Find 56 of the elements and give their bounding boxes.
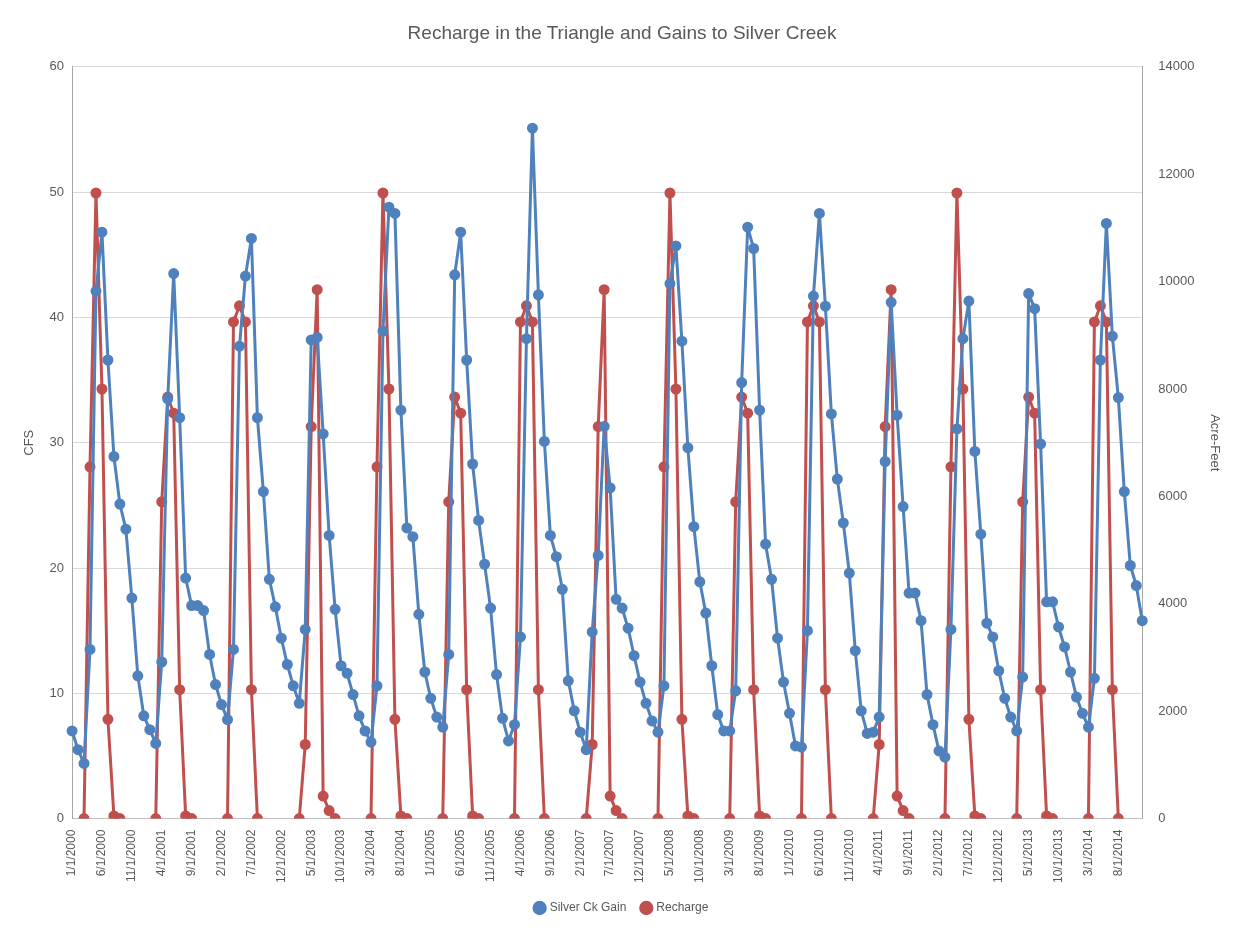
x-tick-label: 11/1/2000 xyxy=(124,829,139,883)
x-tick-label: 3/1/2014 xyxy=(1080,829,1095,877)
x-tick-label: 3/1/2004 xyxy=(363,829,378,877)
x-tick-label: 10/1/2008 xyxy=(692,829,707,884)
chart-title: Recharge in the Triangle and Gains to Silver Creek xyxy=(407,21,837,43)
x-tick-label: 3/1/2009 xyxy=(722,829,737,877)
x-tick-label: 6/1/2005 xyxy=(452,829,467,877)
x-tick-label: 9/1/2006 xyxy=(542,829,557,877)
y2-tick-label: 4000 xyxy=(1158,595,1188,611)
x-tick-label: 8/1/2014 xyxy=(1110,829,1125,877)
x-tick-label: 2/1/2007 xyxy=(572,829,587,877)
x-tick-label: 1/1/2000 xyxy=(64,829,79,877)
x-tick-label: 12/1/2012 xyxy=(991,829,1006,884)
x-tick-label: 7/1/2002 xyxy=(243,829,258,877)
x-tick-label: 1/1/2005 xyxy=(423,829,438,877)
y-tick-label: 0 xyxy=(56,810,65,826)
y-axis-title: CFS xyxy=(21,429,37,456)
x-tick-label: 11/1/2010 xyxy=(841,829,856,883)
x-tick-label: 2/1/2002 xyxy=(213,829,228,877)
x-tick-label: 1/1/2010 xyxy=(781,829,796,877)
y2-tick-label: 0 xyxy=(1158,810,1166,826)
x-tick-label: 12/1/2007 xyxy=(632,829,647,884)
x-tick-label: 12/1/2002 xyxy=(273,829,288,884)
legend-label: Recharge xyxy=(656,900,709,915)
x-tick-label: 7/1/2007 xyxy=(602,829,617,877)
x-tick-label: 8/1/2004 xyxy=(393,829,408,877)
x-tick-label: 6/1/2010 xyxy=(811,829,826,877)
y-tick-label: 50 xyxy=(49,183,65,199)
x-tick-label: 5/1/2008 xyxy=(662,829,677,877)
x-tick-label: 6/1/2000 xyxy=(94,829,109,877)
y2-tick-label: 12000 xyxy=(1158,165,1195,181)
y-tick-label: 60 xyxy=(49,58,65,74)
y2-axis-title: Acre-Feet xyxy=(1207,414,1223,472)
x-tick-label: 11/1/2005 xyxy=(482,829,497,883)
x-tick-label: 4/1/2001 xyxy=(154,829,169,877)
x-tick-label: 2/1/2012 xyxy=(931,829,946,877)
x-tick-label: 4/1/2006 xyxy=(512,829,527,877)
y-tick-label: 10 xyxy=(49,684,65,700)
legend-label: Silver Ck Gain xyxy=(549,900,627,915)
x-tick-label: 9/1/2011 xyxy=(901,829,916,876)
x-tick-label: 10/1/2003 xyxy=(333,829,348,884)
x-tick-label: 9/1/2001 xyxy=(183,829,198,877)
y2-tick-label: 8000 xyxy=(1158,380,1188,396)
x-tick-label: 8/1/2009 xyxy=(751,829,766,877)
x-tick-label: 7/1/2012 xyxy=(961,829,976,877)
y2-tick-label: 6000 xyxy=(1158,487,1188,503)
y-tick-label: 30 xyxy=(49,434,65,450)
y2-tick-label: 10000 xyxy=(1158,273,1195,289)
x-tick-label: 5/1/2003 xyxy=(303,829,318,877)
y2-tick-label: 14000 xyxy=(1158,58,1195,74)
y-tick-label: 20 xyxy=(49,559,65,575)
y2-tick-label: 2000 xyxy=(1158,702,1188,718)
y-tick-label: 40 xyxy=(49,308,65,324)
x-tick-label: 4/1/2011 xyxy=(871,829,886,876)
x-tick-label: 5/1/2013 xyxy=(1020,829,1035,877)
x-tick-label: 10/1/2013 xyxy=(1050,829,1065,884)
